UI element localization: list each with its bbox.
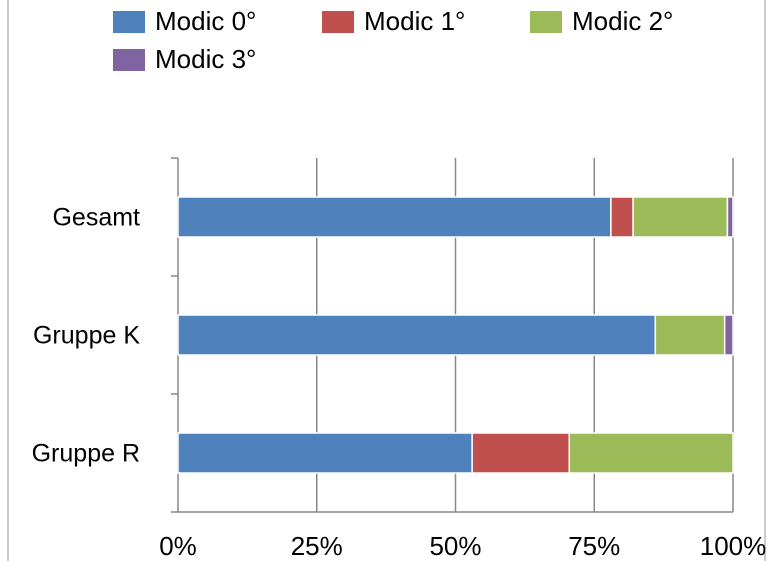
legend-swatch — [322, 11, 354, 33]
x-tick-label: 25% — [291, 531, 343, 561]
legend-swatch — [113, 11, 145, 33]
bar-segment — [610, 196, 634, 238]
y-tick-label: Gruppe R — [32, 440, 140, 468]
bar-segment — [654, 314, 726, 356]
x-tick-label: 0% — [159, 531, 197, 561]
legend-label: Modic 3° — [155, 44, 256, 74]
x-tick-label: 100% — [700, 531, 767, 561]
y-tick-label: Gesamt — [52, 204, 140, 232]
bar-segment — [177, 432, 473, 474]
bar-segment — [568, 432, 734, 474]
x-tick-label: 75% — [568, 531, 620, 561]
legend-label: Modic 1° — [364, 6, 465, 36]
bar-segment — [632, 196, 729, 238]
x-tick-label: 50% — [429, 531, 481, 561]
legend-label: Modic 2° — [572, 6, 673, 36]
bar-segment — [726, 196, 734, 238]
bar-segment — [177, 314, 657, 356]
legend-swatch — [113, 49, 145, 71]
bar-segment — [177, 196, 612, 238]
legend-swatch — [530, 11, 562, 33]
y-tick-label: Gruppe K — [33, 322, 140, 350]
bar-segment — [723, 314, 734, 356]
bar-segment — [471, 432, 571, 474]
legend-label: Modic 0° — [155, 6, 256, 36]
